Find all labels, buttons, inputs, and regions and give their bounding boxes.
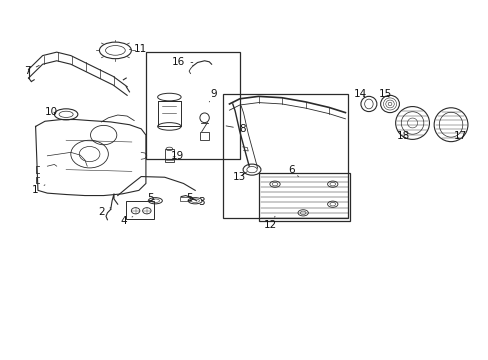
Text: 16: 16	[172, 57, 192, 67]
Text: 1: 1	[32, 185, 45, 195]
Text: 14: 14	[354, 89, 367, 99]
Text: 5: 5	[146, 193, 154, 203]
Text: 8: 8	[225, 124, 245, 134]
Text: 12: 12	[264, 216, 277, 230]
Text: 5: 5	[186, 193, 193, 203]
Text: 6: 6	[287, 165, 298, 176]
Bar	[164, 149, 174, 162]
Bar	[180, 197, 189, 202]
Bar	[126, 201, 154, 219]
Bar	[223, 94, 347, 218]
Text: 15: 15	[378, 89, 391, 99]
Text: 18: 18	[396, 131, 409, 141]
Text: 2: 2	[98, 207, 110, 217]
Text: 4: 4	[120, 216, 133, 226]
Text: 11: 11	[129, 44, 146, 54]
Bar	[258, 173, 349, 221]
Text: 9: 9	[209, 89, 217, 102]
Text: 17: 17	[453, 131, 466, 141]
Text: 10: 10	[44, 107, 58, 117]
Bar	[157, 101, 181, 126]
Text: 19: 19	[171, 151, 184, 161]
Text: 13: 13	[233, 172, 246, 181]
Bar	[200, 132, 209, 140]
Text: 3: 3	[192, 198, 204, 207]
Bar	[145, 52, 239, 159]
Text: 7: 7	[24, 66, 39, 76]
